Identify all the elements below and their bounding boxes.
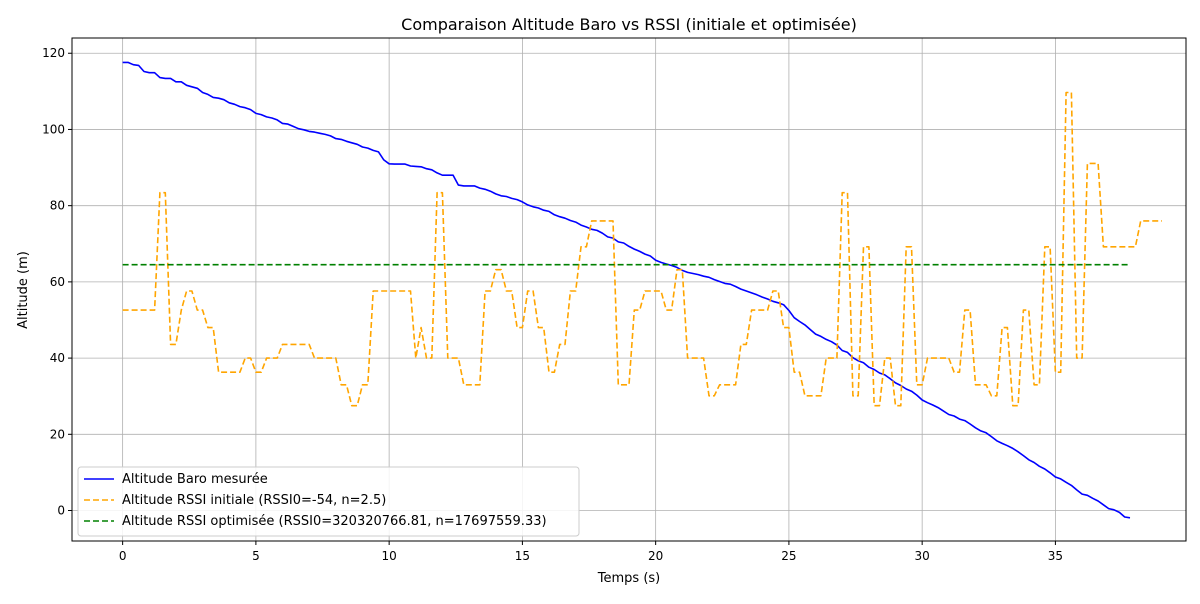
y-tick-label: 100: [42, 122, 65, 136]
y-tick-label: 0: [57, 504, 65, 518]
legend-box: [77, 466, 580, 537]
grid: [72, 38, 1186, 541]
y-tick-label: 40: [50, 351, 65, 365]
x-tick-label: 0: [119, 549, 127, 563]
x-tick-label: 5: [252, 549, 260, 563]
x-tick-label: 20: [648, 549, 663, 563]
x-tick-label: 25: [781, 549, 796, 563]
y-tick-label: 120: [42, 46, 65, 60]
y-tick-label: 60: [50, 275, 65, 289]
x-tick-label: 15: [515, 549, 530, 563]
x-tick-label: 30: [915, 549, 930, 563]
x-axis-label: Temps (s): [597, 571, 660, 586]
series-line-altitude-baro-mesuree: [122, 61, 1131, 519]
legend-label: Altitude Baro mesurée: [122, 472, 268, 487]
y-tick-label: 80: [50, 199, 65, 213]
x-tick-label: 35: [1048, 549, 1063, 563]
tick-layer: 0 5 10 15 20 25 30 35 0 20 40 60 80 100 120: [42, 46, 1063, 563]
x-tick-label: 10: [382, 549, 397, 563]
legend-label: Altitude RSSI initiale (RSSI0=-54, n=2.5…: [122, 493, 386, 508]
series-layer: [122, 61, 1162, 519]
legend: Altitude Baro mesurée Altitude RSSI initi…: [77, 466, 580, 537]
series-line-altitude-rssi-initiale-rssi0-54-n-2-5: [122, 91, 1162, 407]
legend-label: Altitude RSSI optimisée (RSSI0=320320766…: [122, 514, 547, 529]
plot-frame: [71, 37, 1187, 542]
y-axis-label: Altitude (m): [16, 251, 31, 329]
y-tick-label: 20: [50, 427, 65, 441]
chart-title: Comparaison Altitude Baro vs RSSI (initi…: [401, 15, 857, 34]
